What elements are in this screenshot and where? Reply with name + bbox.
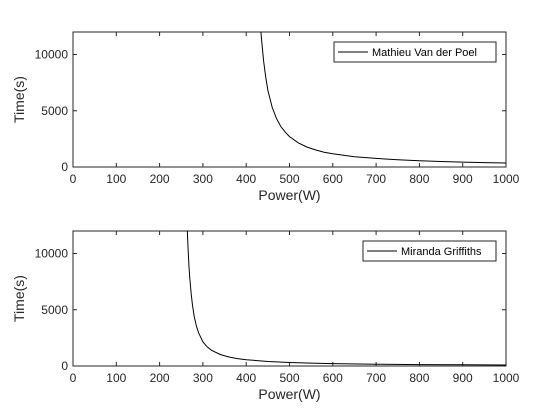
x-tick-label: 1000 [493, 172, 520, 186]
x-tick-label: 800 [409, 172, 429, 186]
x-axis-title: Power(W) [258, 386, 320, 402]
legend-entry: Miranda Griffiths [401, 246, 482, 258]
x-tick-label: 700 [366, 172, 386, 186]
x-tick-label: 1000 [493, 371, 520, 385]
y-tick-label: 5000 [41, 303, 68, 317]
y-axis-title: Time(s) [11, 275, 27, 322]
x-tick-label: 200 [150, 172, 170, 186]
chart-top: 0 100 200 300 400 500 600 700 800 900 100005000100… [11, 32, 520, 203]
x-axis-title: Power(W) [258, 187, 320, 203]
x-tick-label: 500 [279, 172, 299, 186]
x-tick-label: 900 [453, 371, 473, 385]
y-tick-label: 10000 [35, 247, 69, 261]
y-tick-label: 10000 [35, 48, 69, 62]
x-tick-label: 600 [323, 371, 343, 385]
chart-bottom: 0 100 200 300 400 500 600 700 800 900 100005000100… [11, 231, 520, 402]
x-tick-label: 500 [279, 371, 299, 385]
x-tick-label: 300 [193, 172, 213, 186]
x-tick-label: 300 [193, 371, 213, 385]
y-tick-label: 0 [61, 359, 68, 373]
x-tick-label: 200 [150, 371, 170, 385]
x-tick-label: 100 [106, 172, 126, 186]
x-tick-label: 600 [323, 172, 343, 186]
x-tick-label: 800 [409, 371, 429, 385]
y-axis-title: Time(s) [11, 76, 27, 123]
x-tick-label: 900 [453, 172, 473, 186]
x-tick-label: 400 [236, 371, 256, 385]
y-tick-label: 5000 [41, 104, 68, 118]
x-tick-label: 100 [106, 371, 126, 385]
x-tick-label: 0 [70, 172, 77, 186]
legend-entry: Mathieu Van der Poel [372, 47, 477, 59]
x-tick-label: 0 [70, 371, 77, 385]
y-tick-label: 0 [61, 160, 68, 174]
x-tick-label: 700 [366, 371, 386, 385]
x-tick-label: 400 [236, 172, 256, 186]
